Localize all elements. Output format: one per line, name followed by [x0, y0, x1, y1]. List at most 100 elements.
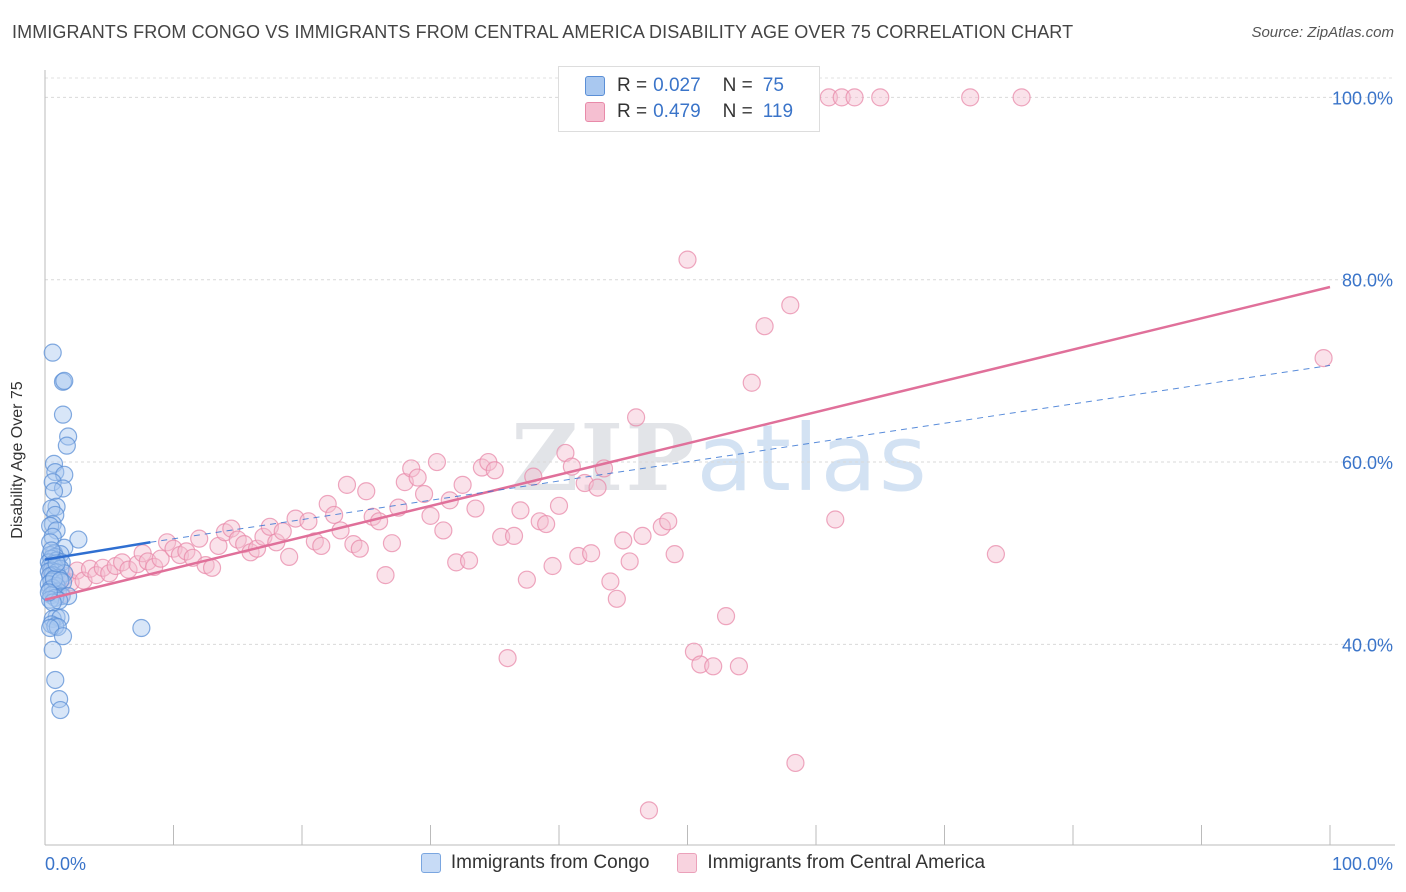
- congo-point: [53, 627, 73, 646]
- series-legend: Immigrants from Congo Immigrants from Ce…: [0, 852, 1406, 874]
- x-tick-label: 100.0%: [1332, 854, 1393, 874]
- central-america-point: [986, 545, 1006, 564]
- central-america-point: [498, 648, 517, 668]
- central-america-point: [819, 88, 838, 107]
- central-america-point: [280, 547, 299, 566]
- n-value: 75: [762, 75, 784, 96]
- central-america-point: [781, 296, 800, 315]
- y-axis-label: Disability Age Over 75: [9, 381, 26, 539]
- correlation-legend: R = 0.027 N = 75 R = 0.479 N = 119: [558, 66, 820, 132]
- y-tick-label: 80.0%: [1342, 271, 1393, 291]
- central-america-point: [151, 549, 170, 568]
- n-label: N =: [722, 101, 753, 122]
- congo-point: [53, 405, 73, 424]
- central-america-point: [485, 461, 504, 480]
- congo-point: [55, 371, 74, 391]
- central-america-point: [325, 505, 344, 525]
- central-america-point: [871, 88, 890, 107]
- congo-point: [55, 465, 74, 484]
- congo-point: [132, 618, 151, 638]
- central-america-point: [582, 544, 601, 563]
- x-tick-label: 0.0%: [45, 854, 86, 874]
- central-america-point: [678, 250, 697, 269]
- central-america-point: [459, 551, 479, 570]
- legend-item-central-america: Immigrants from Central America: [677, 852, 985, 874]
- central-america-point: [1314, 349, 1333, 368]
- central-america-point: [659, 512, 678, 531]
- central-america-point: [382, 534, 402, 553]
- legend-label-central-america: Immigrants from Central America: [707, 852, 986, 873]
- r-value: 0.479: [653, 101, 701, 122]
- central-america-point: [716, 607, 736, 626]
- central-america-point: [273, 522, 292, 541]
- central-america-point: [318, 494, 337, 514]
- r-label: R =: [617, 101, 648, 122]
- n-value: 119: [762, 101, 794, 122]
- central-america-point: [633, 526, 652, 546]
- legend-row-congo: R = 0.027 N = 75: [585, 75, 784, 97]
- central-america-point: [537, 514, 556, 534]
- source-label: Source: ZipAtlas.com: [1251, 24, 1394, 41]
- central-america-point: [517, 570, 536, 589]
- central-america-point: [607, 589, 626, 608]
- central-america-point: [466, 499, 485, 518]
- central-america-point: [434, 521, 453, 540]
- central-america-point: [832, 88, 851, 107]
- central-america-point: [414, 484, 434, 504]
- central-america-point: [961, 88, 980, 107]
- y-tick-label: 40.0%: [1342, 635, 1393, 655]
- central-america-point: [511, 501, 530, 520]
- central-america-point: [421, 506, 440, 525]
- legend-item-congo: Immigrants from Congo: [420, 852, 650, 874]
- central-america-point: [357, 482, 376, 501]
- central-america-legend-icon: [677, 853, 698, 873]
- central-america-point: [350, 539, 369, 558]
- congo-point: [43, 473, 62, 492]
- congo-point: [41, 618, 60, 638]
- congo-point: [53, 372, 73, 391]
- y-tick-label: 100.0%: [1332, 88, 1393, 108]
- central-america-point: [845, 88, 864, 107]
- central-america-point: [639, 801, 659, 820]
- congo-trendline-extension: [150, 364, 1331, 543]
- r-label: R =: [617, 75, 648, 96]
- central-america-point: [337, 475, 357, 494]
- congo-trendline: [44, 541, 151, 561]
- congo-point: [59, 427, 78, 446]
- central-america-point: [376, 566, 395, 585]
- n-label: N =: [722, 75, 753, 96]
- central-america-point: [370, 512, 389, 531]
- central-america-point: [626, 408, 646, 427]
- central-america-point: [402, 459, 421, 478]
- central-america-point: [427, 452, 447, 472]
- central-america-point: [614, 531, 633, 550]
- central-america-point: [504, 526, 524, 546]
- y-tick-label: 60.0%: [1342, 453, 1393, 473]
- central-america-point: [588, 478, 607, 497]
- congo-point: [43, 640, 62, 659]
- central-america-point: [299, 512, 318, 531]
- central-america-point: [826, 510, 845, 529]
- congo-point: [51, 700, 70, 720]
- central-america-point: [549, 496, 569, 515]
- congo-legend-icon: [420, 853, 441, 873]
- congo-point: [46, 670, 65, 690]
- congo-point: [43, 343, 62, 362]
- central-america-point: [453, 475, 472, 494]
- central-america-point: [665, 545, 684, 564]
- central-america-point: [100, 564, 119, 583]
- central-america-point: [1012, 88, 1031, 107]
- congo-point: [48, 617, 67, 637]
- legend-row-central-america: R = 0.479 N = 119: [585, 101, 793, 123]
- congo-point: [51, 571, 70, 590]
- central-america-point: [408, 468, 427, 487]
- central-america-point: [786, 753, 805, 773]
- congo-swatch-icon: [585, 76, 605, 96]
- central-america-point: [704, 657, 723, 676]
- legend-label-congo: Immigrants from Congo: [450, 852, 650, 873]
- congo-point: [44, 569, 64, 588]
- central-america-point: [729, 657, 749, 676]
- central-america-point: [620, 552, 639, 571]
- central-america-point: [601, 572, 620, 591]
